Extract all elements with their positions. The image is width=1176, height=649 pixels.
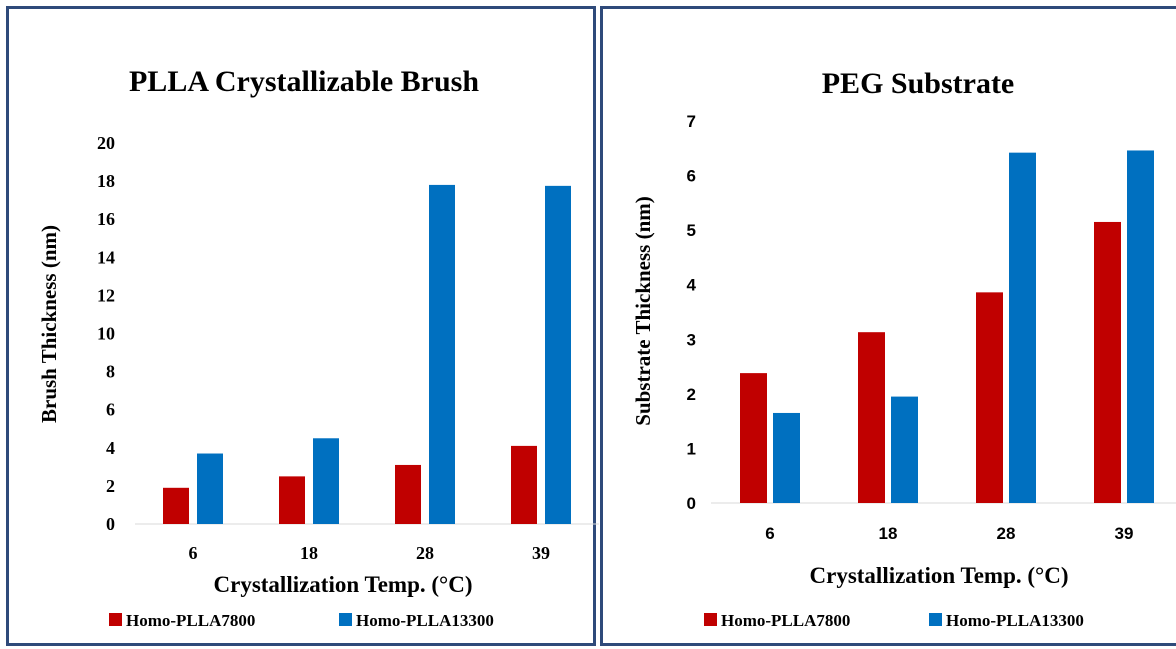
y-tick-label: 20	[97, 133, 115, 153]
y-tick-label: 4	[687, 276, 697, 295]
bar-homo-plla7800-28	[395, 464, 421, 524]
y-tick-label: 1	[687, 439, 696, 458]
legend-swatch-series-1	[109, 613, 122, 626]
legend-label-series-1: Homo-PLLA7800	[126, 611, 255, 630]
bar-homo-plla7800-28	[976, 292, 1003, 503]
bar-homo-plla7800-18	[858, 332, 885, 503]
legend-label-series-2: Homo-PLLA13300	[356, 611, 494, 630]
x-tick-label: 28	[997, 524, 1016, 543]
y-tick-label: 12	[97, 285, 115, 305]
y-tick-label: 3	[687, 330, 696, 349]
y-axis-label: Brush Thickness (nm)	[37, 225, 61, 423]
chart-right: PEG Substrate Substrate Thickness (nm) C…	[631, 67, 1176, 630]
x-axis-label: Crystallization Temp. (°C)	[214, 572, 473, 597]
legend: Homo-PLLA7800 Homo-PLLA13300	[704, 611, 1084, 630]
y-tick-label: 5	[687, 221, 696, 240]
chart-title: PLLA Crystallizable Brush	[129, 65, 479, 98]
bar-homo-plla7800-39	[511, 445, 537, 524]
bar-homo-plla13300-18	[891, 396, 918, 503]
y-tick-label: 8	[106, 362, 115, 382]
y-tick-label: 2	[106, 476, 115, 496]
plot-area: 0 2 4 6 8 10 12 14 16 18 20 6 18 28 39	[97, 133, 599, 563]
bar-homo-plla13300-39	[1127, 150, 1154, 503]
plot-area: 0 1 2 3 4 5 6 7 6 18 28 39	[687, 112, 1176, 543]
legend-label-series-1: Homo-PLLA7800	[721, 611, 850, 630]
y-tick-label: 4	[106, 438, 115, 458]
y-tick-label: 6	[687, 167, 696, 186]
y-tick-label: 14	[97, 247, 115, 267]
chart-title: PEG Substrate	[822, 67, 1015, 100]
x-axis-label: Crystallization Temp. (°C)	[810, 563, 1069, 588]
x-tick-label: 18	[879, 524, 898, 543]
chart-panel-left: PLLA Crystallizable Brush Brush Thicknes…	[6, 6, 599, 646]
bar-homo-plla13300-28	[429, 184, 455, 524]
bar-homo-plla13300-6	[773, 412, 800, 503]
legend-swatch-series-1	[704, 613, 717, 626]
y-tick-label: 10	[97, 324, 115, 344]
y-tick-label: 7	[687, 112, 696, 131]
legend-label-series-2: Homo-PLLA13300	[946, 611, 1084, 630]
bar-homo-plla13300-18	[313, 438, 339, 524]
x-tick-label: 28	[416, 543, 434, 563]
bar-homo-plla13300-28	[1009, 152, 1036, 503]
x-tick-label: 6	[189, 543, 198, 563]
y-tick-label: 0	[106, 514, 115, 534]
chart-panel-right: PEG Substrate Substrate Thickness (nm) C…	[600, 6, 1176, 646]
bar-homo-plla7800-6	[163, 487, 189, 524]
legend-swatch-series-2	[339, 613, 352, 626]
y-tick-label: 6	[106, 400, 115, 420]
bar-homo-plla13300-39	[545, 185, 571, 525]
x-tick-label: 39	[532, 543, 550, 563]
y-tick-label: 16	[97, 209, 115, 229]
y-tick-label: 0	[687, 494, 696, 513]
x-tick-label: 18	[300, 543, 318, 563]
legend-swatch-series-2	[929, 613, 942, 626]
bar-homo-plla13300-6	[197, 453, 223, 524]
y-axis-label: Substrate Thickness (nm)	[631, 196, 655, 425]
x-tick-label: 39	[1115, 524, 1134, 543]
x-tick-label: 6	[765, 524, 774, 543]
legend: Homo-PLLA7800 Homo-PLLA13300	[109, 611, 494, 630]
bar-homo-plla7800-39	[1094, 221, 1121, 503]
bar-homo-plla7800-6	[740, 373, 767, 503]
bar-homo-plla7800-18	[279, 476, 305, 524]
y-tick-label: 18	[97, 171, 115, 191]
y-tick-label: 2	[687, 385, 696, 404]
chart-left: PLLA Crystallizable Brush Brush Thicknes…	[37, 65, 599, 630]
